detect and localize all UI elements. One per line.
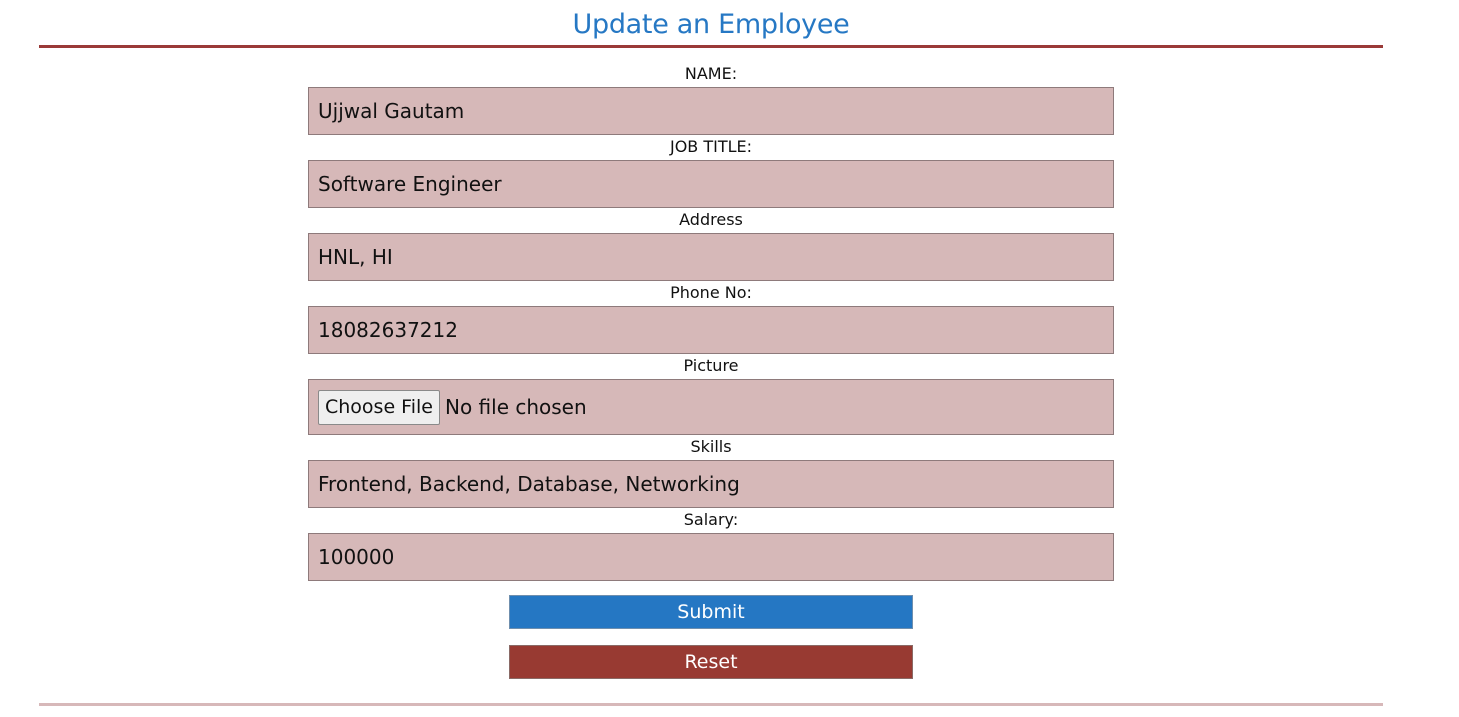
address-label: Address [679,210,743,229]
name-field[interactable] [308,87,1114,135]
employee-form: NAME: JOB TITLE: Address Phone No: Pictu… [308,62,1114,581]
name-label: NAME: [684,64,738,83]
job-title-field[interactable] [308,160,1114,208]
file-status-text: No file chosen [444,395,587,419]
phone-field[interactable] [308,306,1114,354]
picture-file-input[interactable]: Choose File No file chosen [308,379,1114,435]
picture-label: Picture [683,356,739,375]
salary-label: Salary: [683,510,739,529]
choose-file-button[interactable]: Choose File [318,389,440,425]
salary-field[interactable] [308,533,1114,581]
top-divider [39,45,1383,48]
skills-label: Skills [690,437,732,456]
address-field[interactable] [308,233,1114,281]
reset-button[interactable]: Reset [509,645,913,679]
job-title-label: JOB TITLE: [669,137,753,156]
page-title: Update an Employee [572,9,850,40]
phone-label: Phone No: [670,283,752,302]
submit-button[interactable]: Submit [509,595,913,629]
bottom-divider [39,703,1383,706]
skills-field[interactable] [308,460,1114,508]
